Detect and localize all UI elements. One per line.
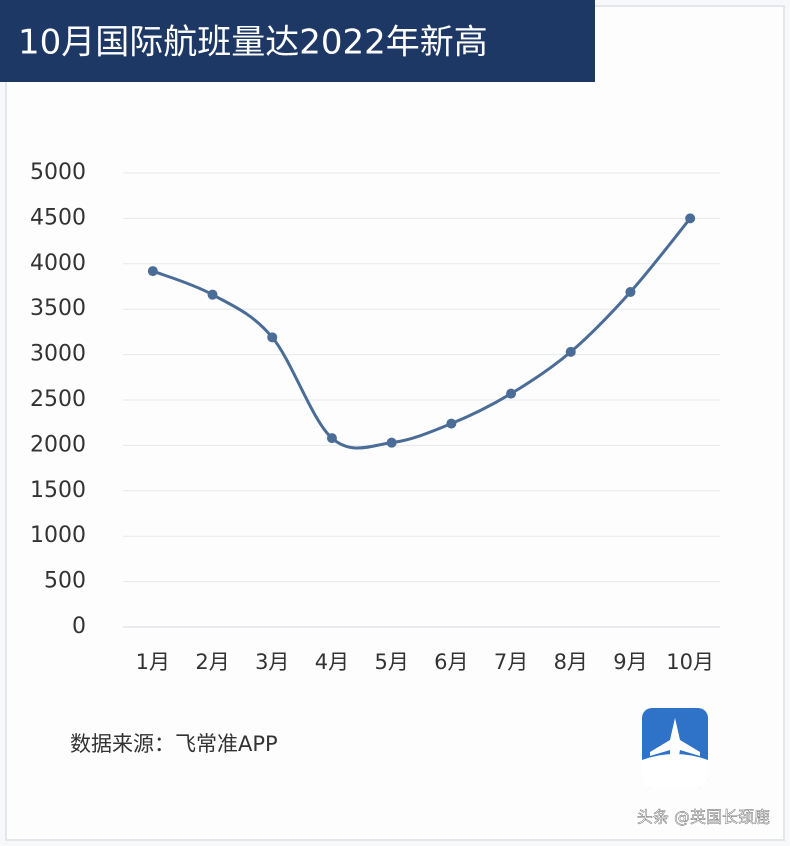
y-tick-label: 1000 bbox=[30, 523, 86, 548]
x-tick-label: 10月 bbox=[666, 650, 714, 674]
watermark: 头条 @英国长颈鹿 bbox=[637, 808, 770, 827]
source-note: 数据来源：飞常准APP bbox=[70, 732, 278, 756]
point bbox=[147, 266, 158, 277]
point bbox=[685, 213, 696, 224]
y-tick-label: 4500 bbox=[30, 205, 86, 230]
y-tick-label: 3500 bbox=[30, 296, 86, 321]
point bbox=[207, 289, 218, 300]
point bbox=[625, 286, 636, 297]
title-banner bbox=[0, 0, 595, 82]
x-tick-label: 4月 bbox=[315, 650, 349, 674]
point bbox=[565, 346, 576, 357]
x-tick-label: 5月 bbox=[374, 650, 408, 674]
point bbox=[506, 388, 517, 399]
line bbox=[152, 217, 692, 450]
x-tick-label: 3月 bbox=[255, 650, 289, 674]
x-tick-label: 7月 bbox=[494, 650, 528, 674]
y-tick-label: 5000 bbox=[30, 160, 86, 185]
point bbox=[446, 418, 457, 429]
x-tick-label: 9月 bbox=[613, 650, 647, 674]
app-icon bbox=[642, 708, 708, 788]
chart-title: 10月国际航班量达2022年新高 bbox=[18, 23, 488, 63]
y-tick-label: 2500 bbox=[30, 387, 86, 412]
frame bbox=[5, 5, 785, 841]
point bbox=[326, 433, 337, 444]
x-tick-label: 6月 bbox=[434, 650, 468, 674]
x-tick-label: 2月 bbox=[195, 650, 229, 674]
y-tick-label: 2000 bbox=[30, 432, 86, 457]
y-tick-label: 3000 bbox=[30, 342, 86, 367]
x-tick-label: 1月 bbox=[136, 650, 170, 674]
y-tick-label: 4000 bbox=[30, 251, 86, 276]
point bbox=[386, 437, 397, 448]
x-tick-label: 8月 bbox=[554, 650, 588, 674]
y-tick-label: 1500 bbox=[30, 478, 86, 503]
point bbox=[267, 332, 278, 343]
y-tick-label: 500 bbox=[44, 569, 86, 594]
y-tick-label: 0 bbox=[72, 614, 86, 639]
